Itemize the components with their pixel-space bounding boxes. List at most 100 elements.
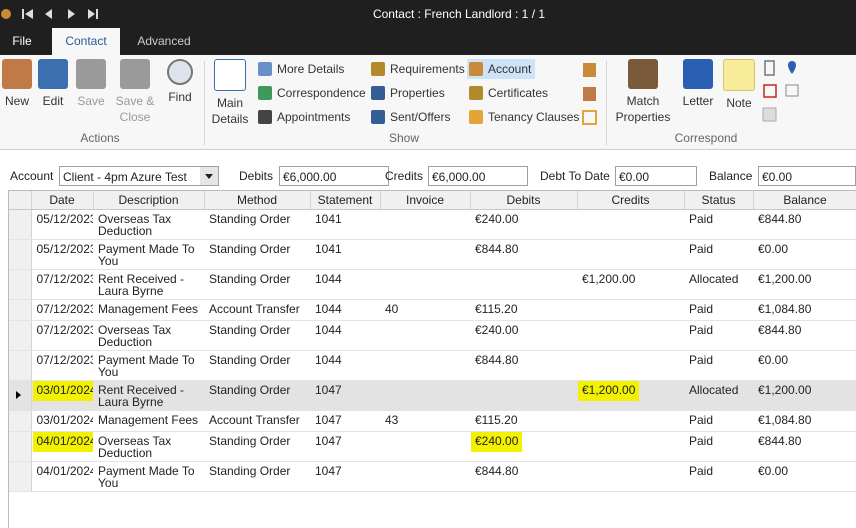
table-cell: Account Transfer: [204, 299, 310, 321]
filter-label: Debt To Date: [540, 169, 610, 183]
table-cell: €844.80: [753, 320, 856, 351]
row-indicator: [9, 299, 32, 321]
account-select[interactable]: Client - 4pm Azure Test: [59, 166, 219, 186]
table-cell: Standing Order: [204, 320, 310, 351]
debits-field: €6,000.00: [279, 166, 389, 186]
table-cell: Management Fees: [93, 410, 204, 432]
cell-text: 04/01/2024: [36, 434, 93, 448]
table-cell: [577, 431, 684, 462]
save-close-button[interactable]: Save & Close: [112, 59, 158, 125]
cell-text: 1047: [315, 413, 342, 427]
column-header: Invoice: [380, 191, 471, 210]
correspondence-button[interactable]: Correspondence: [256, 83, 366, 103]
table-cell: Rent Received - Laura Byrne: [93, 269, 204, 300]
account-button[interactable]: Account: [467, 59, 536, 79]
cell-text: Standing Order: [209, 323, 291, 337]
table-cell: 04/01/2024: [31, 431, 93, 462]
table-cell: Paid: [684, 431, 753, 462]
table-row[interactable]: 07/12/2023 Overseas Tax Deduction Standing…: [9, 320, 856, 351]
match-properties-button[interactable]: Match Properties: [612, 59, 674, 125]
cell-text: 1047: [315, 383, 342, 397]
cell-text: €1,200.00: [758, 272, 812, 286]
cell-text: 05/12/2023: [36, 242, 94, 256]
table-cell: [577, 320, 684, 351]
column-header: Status: [684, 191, 754, 210]
cell-text: Allocated: [689, 383, 739, 397]
button-label: Match Properties: [615, 94, 671, 124]
credits-field: €6,000.00: [428, 166, 528, 186]
table-cell: 1047: [310, 461, 380, 492]
save-button[interactable]: Save: [72, 59, 110, 109]
filter-label: Credits: [385, 169, 424, 183]
main-details-button[interactable]: Main Details: [208, 59, 252, 127]
cell-text: €844.80: [475, 242, 519, 256]
requirements-button[interactable]: Requirements: [369, 59, 465, 79]
row-indicator: [9, 410, 32, 432]
row-indicator: [9, 269, 32, 300]
certificates-button[interactable]: Certificates: [467, 83, 548, 103]
column-header: Description: [93, 191, 205, 210]
file-tab[interactable]: File: [0, 28, 44, 55]
column-header: Debits: [470, 191, 578, 210]
table-cell: [577, 350, 684, 381]
cell-text: €0.00: [758, 353, 789, 367]
table-cell: €1,200.00: [577, 269, 684, 300]
table-cell: Paid: [684, 209, 753, 240]
table-row[interactable]: 03/01/2024 Rent Received - Laura Byrne Sta…: [9, 380, 856, 411]
properties-button[interactable]: Properties: [369, 83, 445, 103]
cell-text: Account Transfer: [209, 413, 300, 427]
table-row[interactable]: 05/12/2023 Overseas Tax Deduction Standing…: [9, 209, 856, 240]
cell-text: €844.80: [475, 353, 519, 367]
cell-text: 1044: [315, 302, 342, 316]
find-button[interactable]: Find: [162, 59, 198, 105]
contact-tab[interactable]: Contact: [52, 28, 120, 55]
table-cell: €115.20: [470, 410, 577, 432]
table-cell: Rent Received - Laura Byrne: [93, 380, 204, 411]
button-label: Find: [168, 90, 192, 104]
letter-button[interactable]: Letter: [678, 59, 718, 109]
table-cell: [380, 209, 470, 240]
nav-buttons: [1, 9, 98, 19]
table-row[interactable]: 04/01/2024 Payment Made To You Standing Or…: [9, 461, 856, 492]
cell-text: €1,200.00: [582, 272, 636, 286]
cell-text: Paid: [689, 434, 714, 448]
sent-offers-button[interactable]: Sent/Offers: [369, 107, 450, 127]
advanced-tab[interactable]: Advanced: [137, 34, 191, 48]
row-indicator: [9, 320, 32, 351]
new-button[interactable]: New: [0, 59, 34, 109]
column-header: Credits: [577, 191, 685, 210]
table-row[interactable]: 07/12/2023 Rent Received - Laura Byrne Sta…: [9, 269, 856, 300]
table-cell: 07/12/2023: [31, 320, 93, 351]
group-label: Show: [388, 131, 420, 145]
cell-text: 1047: [315, 434, 342, 448]
table-row[interactable]: 07/12/2023 Payment Made To You Standing Or…: [9, 350, 856, 381]
cell-text: Standing Order: [209, 212, 291, 226]
cell-text: Payment Made To You: [98, 353, 195, 379]
more-details-button[interactable]: More Details: [256, 59, 344, 79]
table-row[interactable]: 03/01/2024 Management Fees Account Transfe…: [9, 410, 856, 432]
table-cell: [380, 431, 470, 462]
table-cell: [577, 239, 684, 270]
table-cell: 1047: [310, 431, 380, 462]
table-row[interactable]: 04/01/2024 Overseas Tax Deduction Standing…: [9, 431, 856, 462]
column-header: Statement: [310, 191, 381, 210]
table-cell: [577, 461, 684, 492]
cell-text: Allocated: [689, 272, 739, 286]
extra-icons: [582, 63, 597, 125]
table-cell: €240.00: [470, 209, 577, 240]
table-row[interactable]: 05/12/2023 Payment Made To You Standing Or…: [9, 239, 856, 270]
table-cell: Paid: [684, 350, 753, 381]
note-button[interactable]: Note: [720, 59, 758, 111]
cell-text: Management Fees: [98, 302, 199, 316]
table-cell: 1044: [310, 299, 380, 321]
table-cell: Paid: [684, 410, 753, 432]
table-row[interactable]: 07/12/2023 Management Fees Account Transfe…: [9, 299, 856, 321]
appointments-button[interactable]: Appointments: [256, 107, 350, 127]
cell-text: Standing Order: [209, 272, 291, 286]
cell-text: Paid: [689, 242, 714, 256]
cell-text: 40: [385, 302, 399, 316]
cell-text: €0.00: [758, 242, 789, 256]
cell-text: Paid: [689, 353, 714, 367]
edit-button[interactable]: Edit: [36, 59, 70, 109]
tenancy-clauses-button[interactable]: Tenancy Clauses: [467, 107, 579, 127]
